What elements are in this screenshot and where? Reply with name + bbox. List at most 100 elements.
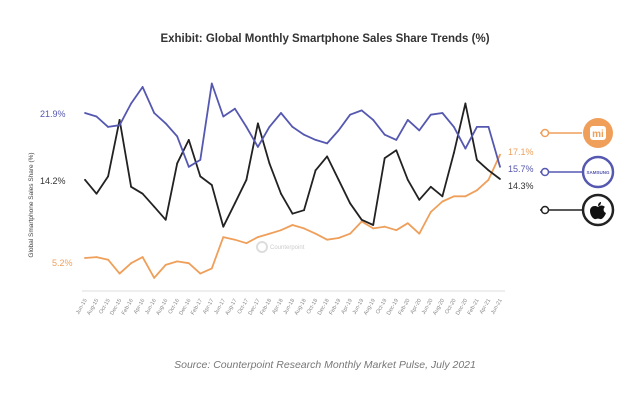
data-point-xiaomi [187,262,190,265]
data-point-samsung [95,115,98,118]
data-point-xiaomi [164,264,167,266]
data-point-xiaomi [107,258,109,261]
data-point-samsung [464,147,467,150]
start-label-xiaomi: 5.2% [52,258,73,268]
data-point-xiaomi [337,237,340,239]
data-point-xiaomi [418,232,421,235]
xiaomi-logo-text: mi [592,129,604,140]
data-point-apple [452,152,455,154]
data-point-apple [476,158,478,161]
data-point-xiaomi [452,195,455,198]
data-point-xiaomi [476,189,478,192]
data-point-samsung [84,112,86,114]
data-point-samsung [176,135,179,138]
data-point-xiaomi [222,236,225,239]
data-point-xiaomi [372,227,375,230]
data-point-xiaomi [153,277,156,279]
data-point-samsung [164,122,167,125]
data-point-apple [349,202,352,205]
data-point-xiaomi [291,224,294,226]
legend-item-apple [540,193,615,227]
data-point-samsung [314,139,317,141]
data-point-samsung [429,113,432,116]
data-point-apple [153,205,156,208]
series-lines [84,82,501,279]
data-point-apple [245,178,248,181]
data-point-apple [210,184,213,186]
data-point-apple [233,202,236,205]
data-point-samsung [291,125,294,128]
data-point-apple [141,192,144,195]
data-point-samsung [130,102,133,105]
data-point-samsung [107,125,109,128]
data-point-apple [372,224,375,226]
data-point-xiaomi [383,225,386,228]
data-point-apple [176,162,179,165]
data-point-apple [464,102,467,105]
data-point-samsung [395,139,398,141]
samsung-logo-icon [581,155,615,189]
start-label-apple: 14.2% [40,176,66,186]
data-point-samsung [326,142,328,145]
data-point-xiaomi [326,238,328,241]
data-point-samsung [499,165,501,168]
data-point-apple [487,169,490,172]
data-point-samsung [337,129,340,132]
x-tick-label: Feb-18 [259,298,273,316]
series-line-samsung [84,82,501,168]
data-point-samsung [245,125,248,128]
data-point-samsung [118,124,121,127]
data-point-apple [418,198,421,201]
data-point-xiaomi [395,229,398,232]
data-point-apple [257,122,259,125]
y-axis-label: Global Smartphone Sales Share (%) [28,152,35,257]
start-label-samsung: 21.9% [40,109,66,119]
data-point-xiaomi [303,227,305,230]
chart-title: Exhibit: Global Monthly Smartphone Sales… [160,33,489,45]
data-point-xiaomi [118,272,121,275]
data-point-apple [130,185,133,188]
legend: mi SAMSUNG [540,118,615,227]
data-point-samsung [441,112,444,114]
legend-item-samsung: SAMSUNG [540,155,615,189]
data-point-samsung [452,125,455,128]
data-point-samsung [383,133,386,136]
value-labels: 21.9% 15.7% 14.2% 14.3% 5.2% 17.1% [40,109,534,268]
data-point-apple [360,218,363,221]
x-tick-label: Feb-16 [121,298,135,316]
data-point-xiaomi [176,260,179,263]
data-point-xiaomi [233,238,236,241]
data-point-samsung [303,133,305,136]
data-point-samsung [257,145,259,148]
end-label-apple: 14.3% [508,181,534,191]
data-point-apple [118,119,121,121]
data-point-xiaomi [349,232,352,235]
data-point-samsung [199,158,202,161]
data-point-apple [429,185,432,188]
data-point-xiaomi [429,211,432,213]
end-label-xiaomi: 17.1% [508,147,534,157]
data-point-xiaomi [199,272,202,275]
x-tick-label: Feb-20 [398,298,412,316]
data-point-xiaomi [487,178,490,181]
data-point-apple [199,175,202,178]
data-point-apple [222,225,225,228]
watermark-text: Counterpoint [270,245,305,251]
data-point-xiaomi [499,153,501,156]
x-tick-label: Jun-21 [490,298,504,316]
end-label-samsung: 15.7% [508,164,534,174]
data-point-xiaomi [268,232,271,235]
data-point-apple [395,149,398,152]
data-point-samsung [280,112,282,114]
data-point-apple [268,162,271,165]
data-point-xiaomi [280,229,282,232]
watermark: Counterpoint [256,241,305,253]
data-point-xiaomi [210,267,213,270]
x-tick-labels: Jun-15Aug-15Oct-15Dec-15Feb-16Apr-16Jun-… [75,298,504,316]
data-point-xiaomi [245,242,248,245]
data-point-samsung [418,129,421,132]
data-point-apple [187,139,190,141]
data-point-apple [303,209,305,212]
